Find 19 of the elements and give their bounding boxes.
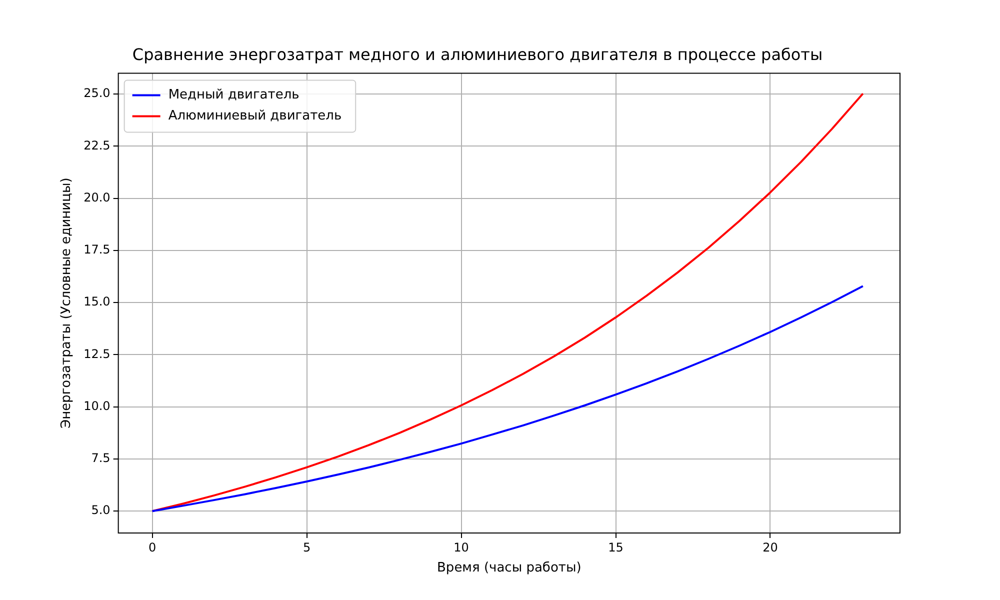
x-tick-label: 0 (148, 540, 156, 554)
y-tick-label: 25.0 (84, 86, 110, 100)
y-tick-label: 22.5 (84, 138, 110, 152)
x-tick-label: 10 (454, 540, 469, 554)
y-tick-label: 15.0 (84, 294, 110, 309)
x-tick-label: 15 (608, 540, 624, 554)
y-tick-label: 10.0 (84, 398, 110, 413)
y-tick-label: 5.0 (91, 503, 110, 518)
legend-label: Медный двигатель (168, 88, 300, 103)
y-tick-label: 20.0 (84, 190, 110, 204)
y-tick-label: 17.5 (84, 242, 110, 257)
chart-title: Сравнение энергозатрат медного и алюминиевого двигателя в процессе работы (132, 44, 823, 64)
legend-label: Алюминиевый двигатель (168, 108, 342, 124)
y-tick-label: 12.5 (84, 346, 110, 361)
x-tick-label: 5 (302, 540, 311, 554)
x-tick-label: 20 (762, 540, 778, 554)
y-axis-title: Энергозатраты (Условные единицы) (59, 178, 74, 428)
x-axis-title: Время (часы работы) (437, 560, 582, 576)
y-tick-label: 7.5 (91, 451, 110, 466)
